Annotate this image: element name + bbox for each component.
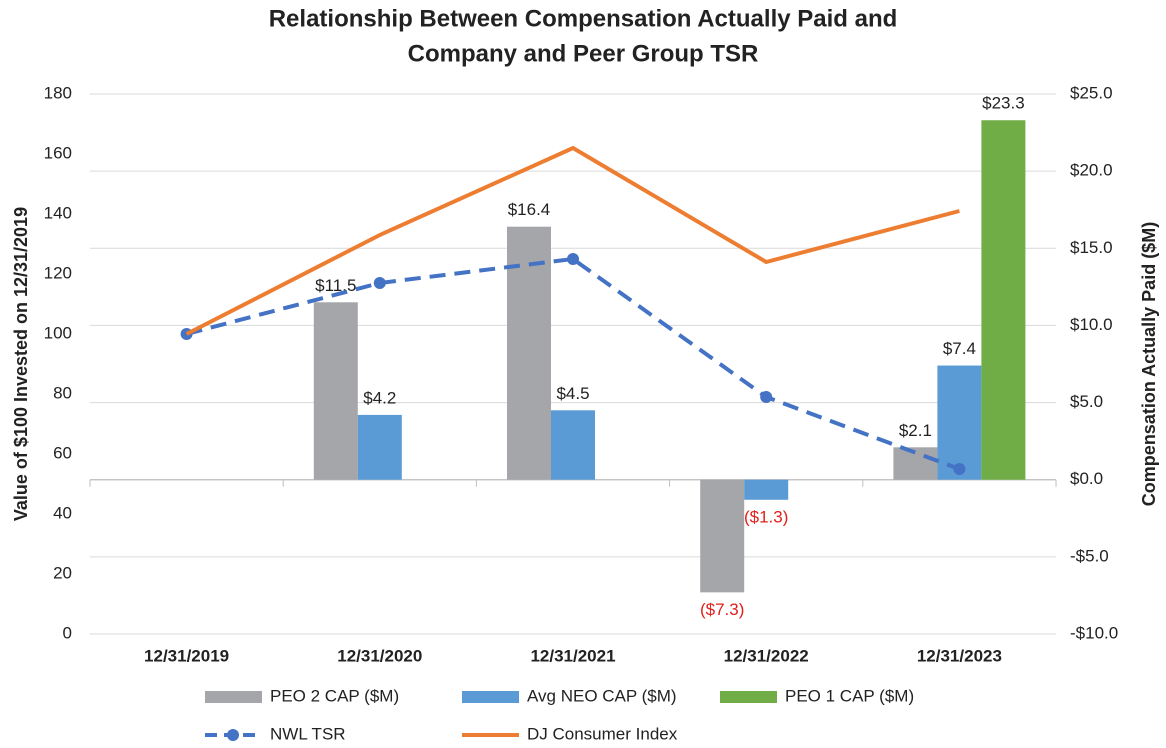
- y-tick-label: 60: [53, 443, 72, 462]
- y2-tick-label: $5.0: [1070, 392, 1103, 411]
- bar: [744, 479, 789, 500]
- data-label: $16.4: [508, 200, 551, 219]
- data-label: $11.5: [315, 276, 356, 295]
- y2-tick-label: -$10.0: [1070, 623, 1118, 642]
- bar: [981, 120, 1026, 480]
- x-tick-label: 12/31/2022: [724, 646, 809, 665]
- data-label: ($7.3): [700, 600, 744, 619]
- y2-tick-label: $20.0: [1070, 161, 1113, 180]
- y-tick-label: 100: [44, 323, 72, 342]
- marker: [373, 277, 386, 289]
- data-label: $4.5: [556, 384, 589, 403]
- y2-tick-label: -$5.0: [1070, 546, 1109, 565]
- legend-label: Avg NEO CAP ($M): [527, 686, 677, 705]
- y2-tick-label: $15.0: [1070, 238, 1113, 257]
- bar: [700, 479, 745, 593]
- bar: [937, 365, 982, 480]
- legend-swatch: [720, 691, 777, 703]
- x-tick-label: 12/31/2020: [337, 646, 422, 665]
- y2-tick-label: $10.0: [1070, 315, 1113, 334]
- legend-label: NWL TSR: [270, 724, 346, 743]
- legend-swatch: [462, 691, 519, 703]
- y-tick-label: 160: [44, 143, 72, 162]
- legend-label: PEO 1 CAP ($M): [785, 686, 914, 705]
- y-axis-title: Value of $100 Invested on 12/31/2019: [11, 207, 31, 521]
- line: [185, 145, 960, 336]
- y2-tick-label: $25.0: [1070, 83, 1113, 102]
- legend-label: PEO 2 CAP ($M): [270, 686, 399, 705]
- y-tick-label: 180: [44, 83, 72, 102]
- line: [186, 256, 961, 471]
- bar: [357, 414, 402, 480]
- x-tick-label: 12/31/2019: [144, 646, 229, 665]
- marker: [760, 391, 773, 403]
- y2-axis-title: Compensation Actually Paid ($M): [1139, 222, 1159, 506]
- legend-marker: [227, 729, 239, 741]
- y2-tick-label: $0.0: [1070, 469, 1103, 488]
- bar: [313, 302, 358, 480]
- marker: [953, 463, 966, 475]
- data-label: $23.3: [982, 94, 1025, 113]
- chart-title: Company and Peer Group TSR: [408, 40, 759, 67]
- legend-label: DJ Consumer Index: [527, 724, 678, 743]
- marker: [567, 253, 579, 265]
- data-label: $4.2: [363, 388, 396, 407]
- x-tick-label: 12/31/2021: [530, 646, 615, 665]
- y-tick-label: 20: [53, 563, 72, 582]
- data-label: $2.1: [899, 421, 932, 440]
- bar: [551, 410, 595, 480]
- bar: [893, 447, 938, 480]
- y-tick-label: 40: [53, 503, 72, 522]
- bar: [507, 226, 551, 480]
- data-label: $7.4: [943, 339, 976, 358]
- y-tick-label: 80: [53, 383, 72, 402]
- y-tick-label: 140: [44, 203, 72, 222]
- legend-swatch: [205, 691, 262, 703]
- data-label: ($1.3): [744, 507, 788, 526]
- chart-title: Relationship Between Compensation Actual…: [269, 5, 898, 32]
- y-tick-label: 120: [44, 263, 72, 282]
- y-tick-label: 0: [63, 623, 72, 642]
- x-tick-label: 12/31/2023: [917, 646, 1002, 665]
